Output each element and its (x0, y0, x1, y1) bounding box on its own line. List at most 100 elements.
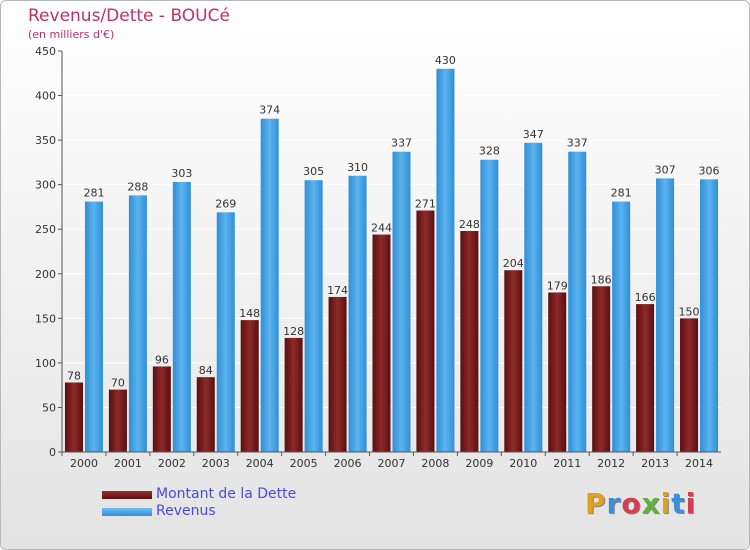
bar-revenus-2008 (436, 68, 455, 453)
bar-revenus-2002 (172, 181, 191, 452)
data-label-revenus-2000: 281 (83, 187, 104, 200)
bar-revenus-2009 (480, 159, 499, 452)
y-tick-label: 450 (35, 45, 56, 58)
chart-subtitle: (en milliers d'€) (28, 28, 115, 41)
bar-dette-2006 (328, 296, 347, 452)
data-label-dette-2003: 84 (199, 364, 213, 377)
x-tick-label: 2014 (685, 457, 713, 470)
bar-revenus-2003 (216, 212, 235, 452)
x-tick-label: 2010 (509, 457, 537, 470)
legend-label-dette: Montant de la Dette (156, 486, 297, 502)
data-label-revenus-2008: 430 (435, 54, 456, 67)
bar-dette-2002 (152, 366, 171, 452)
bar-revenus-2011 (568, 151, 587, 452)
logo-letter: i (660, 487, 672, 520)
data-label-dette-2008: 271 (415, 198, 436, 211)
data-label-revenus-2010: 347 (523, 128, 544, 141)
bar-dette-2010 (504, 270, 523, 452)
x-tick-label: 2013 (641, 457, 669, 470)
logo-letter: t (671, 487, 686, 520)
data-label-revenus-2013: 307 (655, 163, 676, 176)
bar-dette-2013 (636, 304, 655, 452)
bar-dette-2009 (460, 231, 479, 452)
data-label-dette-2007: 244 (371, 222, 392, 235)
data-label-dette-2002: 96 (155, 353, 169, 366)
data-label-revenus-2003: 269 (215, 197, 236, 210)
y-tick-label: 0 (49, 446, 56, 459)
data-label-revenus-2002: 303 (171, 167, 192, 180)
bar-revenus-2005 (304, 180, 323, 452)
data-label-dette-2001: 70 (111, 377, 125, 390)
data-label-revenus-2009: 328 (479, 145, 500, 158)
data-label-revenus-2012: 281 (611, 187, 632, 200)
bar-revenus-2001 (128, 195, 147, 453)
logo-letter: i (685, 487, 697, 520)
y-tick-label: 150 (35, 312, 56, 325)
x-tick-label: 2003 (202, 457, 230, 470)
x-tick-label: 2004 (246, 457, 274, 470)
logo-letter: o (621, 487, 642, 520)
x-tick-label: 2002 (158, 457, 186, 470)
data-label-dette-2013: 166 (635, 291, 656, 304)
bar-dette-2005 (284, 337, 303, 452)
data-label-dette-2012: 186 (591, 273, 612, 286)
bar-revenus-2012 (612, 201, 631, 452)
legend-swatch-revenus (102, 508, 152, 516)
bar-dette-2014 (680, 318, 699, 452)
y-tick-label: 50 (42, 401, 56, 414)
x-tick-label: 2000 (70, 457, 98, 470)
bar-revenus-2013 (656, 178, 675, 452)
bar-dette-2011 (548, 292, 567, 452)
bar-revenus-2006 (348, 175, 367, 452)
bar-dette-2008 (416, 210, 435, 452)
x-tick-label: 2011 (553, 457, 581, 470)
x-tick-label: 2009 (465, 457, 493, 470)
data-label-revenus-2014: 306 (699, 164, 720, 177)
y-tick-label: 300 (35, 179, 56, 192)
bar-revenus-2007 (392, 151, 411, 452)
data-label-dette-2011: 179 (547, 279, 568, 292)
data-label-revenus-2004: 374 (259, 104, 280, 117)
bar-dette-2004 (240, 320, 259, 452)
data-label-revenus-2006: 310 (347, 161, 368, 174)
data-label-revenus-2011: 337 (567, 137, 588, 150)
bar-revenus-2010 (524, 142, 543, 453)
y-tick-label: 250 (35, 223, 56, 236)
x-tick-label: 2012 (597, 457, 625, 470)
x-tick-label: 2006 (334, 457, 362, 470)
legend-swatch-dette (102, 491, 152, 499)
bar-dette-2001 (108, 389, 127, 452)
y-tick-label: 200 (35, 268, 56, 281)
data-label-dette-2005: 128 (283, 325, 304, 338)
logo-letter: P (585, 487, 607, 520)
data-label-revenus-2007: 337 (391, 137, 412, 150)
bar-dette-2000 (64, 382, 83, 452)
proxiti-logo: Proxiti (585, 487, 696, 520)
data-label-dette-2014: 150 (679, 305, 700, 318)
y-tick-label: 350 (35, 134, 56, 147)
x-tick-label: 2008 (421, 457, 449, 470)
data-label-dette-2006: 174 (327, 284, 348, 297)
bar-revenus-2004 (260, 118, 279, 453)
y-tick-label: 400 (35, 90, 56, 103)
bar-dette-2007 (372, 234, 391, 452)
y-tick-label: 100 (35, 357, 56, 370)
chart-title: Revenus/Dette - BOUCé (28, 6, 230, 26)
x-tick-label: 2005 (290, 457, 318, 470)
data-label-dette-2009: 248 (459, 218, 480, 231)
data-label-revenus-2005: 305 (303, 165, 324, 178)
logo-letter: x (641, 487, 661, 520)
logo-letter: r (606, 487, 622, 520)
data-label-revenus-2001: 288 (127, 180, 148, 193)
bar-dette-2003 (196, 377, 215, 452)
x-tick-label: 2007 (378, 457, 406, 470)
bar-revenus-2014 (700, 179, 719, 452)
bar-revenus-2000 (84, 201, 103, 452)
data-label-dette-2000: 78 (67, 369, 81, 382)
data-label-dette-2010: 204 (503, 257, 524, 270)
bar-dette-2012 (592, 286, 611, 452)
data-label-dette-2004: 148 (239, 307, 260, 320)
legend-label-revenus: Revenus (156, 503, 216, 519)
